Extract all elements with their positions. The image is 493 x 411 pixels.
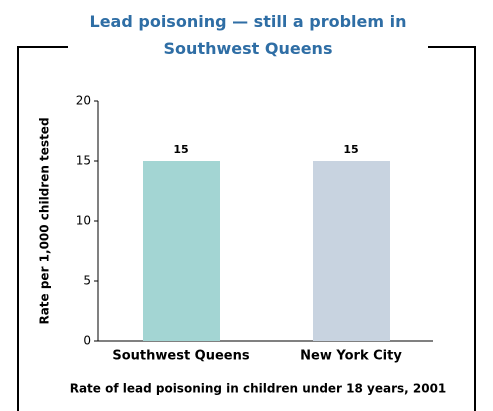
y-tick-label: 5 — [83, 274, 91, 288]
y-tick-label: 15 — [76, 154, 91, 168]
y-axis-label: Rate per 1,000 children tested — [38, 117, 52, 324]
y-tick-label: 10 — [76, 214, 91, 228]
bar — [143, 161, 220, 341]
chart-title: Lead poisoning — still a problem in Sout… — [68, 8, 428, 62]
x-tick-label: New York City — [300, 349, 402, 364]
y-tick-label: 20 — [76, 94, 91, 108]
value-label: 15 — [343, 143, 358, 156]
y-tick-label: 0 — [83, 334, 91, 348]
x-tick-label: Southwest Queens — [112, 349, 250, 364]
bar — [313, 161, 390, 341]
caption: Rate of lead poisoning in children under… — [70, 382, 447, 396]
value-label: 15 — [173, 143, 188, 156]
